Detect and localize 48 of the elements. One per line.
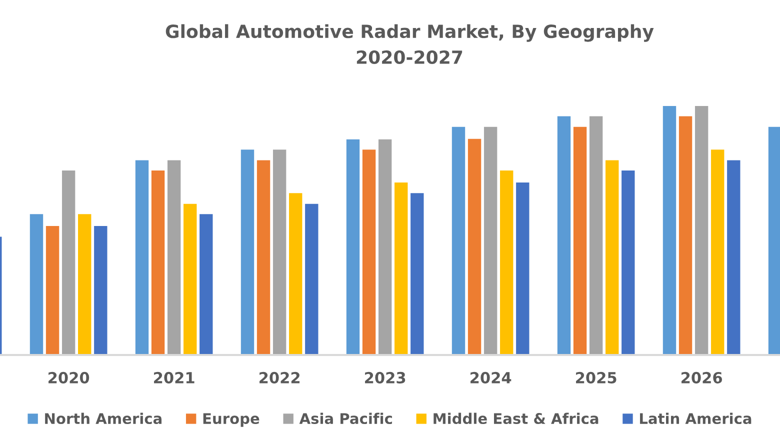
x-tick-label: 2021 xyxy=(154,372,194,384)
bar xyxy=(378,139,392,355)
bar xyxy=(184,204,197,355)
legend-label: North America xyxy=(45,412,162,424)
bar xyxy=(484,126,498,355)
x-tick-label: 2022 xyxy=(260,372,300,384)
bar xyxy=(305,204,318,355)
bar xyxy=(240,150,254,355)
bar xyxy=(151,170,165,355)
bar xyxy=(346,139,360,355)
bar xyxy=(589,116,603,355)
bar xyxy=(452,126,466,355)
bar xyxy=(394,182,408,355)
legend-label: Asia Pacific xyxy=(299,412,392,424)
bar xyxy=(167,160,181,355)
chart-title: Global Automotive Radar Market, By Geography 2020-2027 xyxy=(166,24,654,64)
bar xyxy=(557,116,571,355)
bar xyxy=(256,160,270,355)
bar xyxy=(46,226,60,355)
bar xyxy=(516,182,530,355)
bar xyxy=(662,106,676,355)
bar xyxy=(606,160,619,355)
bar xyxy=(410,193,424,355)
bar xyxy=(94,226,108,355)
x-tick-label: 2024 xyxy=(470,372,512,384)
bar xyxy=(468,138,482,355)
bar xyxy=(678,116,692,355)
bar xyxy=(573,126,587,355)
bar xyxy=(362,150,376,355)
bar xyxy=(62,170,76,355)
bar xyxy=(200,214,213,355)
x-tick-label: 2026 xyxy=(682,372,722,384)
legend-label: Middle East & Africa xyxy=(434,412,598,424)
bar xyxy=(30,214,44,355)
bar xyxy=(727,160,740,355)
bar xyxy=(78,214,92,355)
bar xyxy=(622,170,635,355)
bar xyxy=(272,150,286,355)
legend-label: Europe xyxy=(203,413,260,427)
bar xyxy=(694,106,708,355)
x-tick-label: 2020 xyxy=(48,372,90,384)
bar xyxy=(289,193,302,355)
bar xyxy=(500,170,514,355)
bar xyxy=(135,160,149,355)
bar xyxy=(711,150,724,355)
x-tick-label: 2023 xyxy=(365,372,406,384)
x-tick-label: 2025 xyxy=(576,372,616,384)
legend-label: Latin America xyxy=(640,412,752,424)
